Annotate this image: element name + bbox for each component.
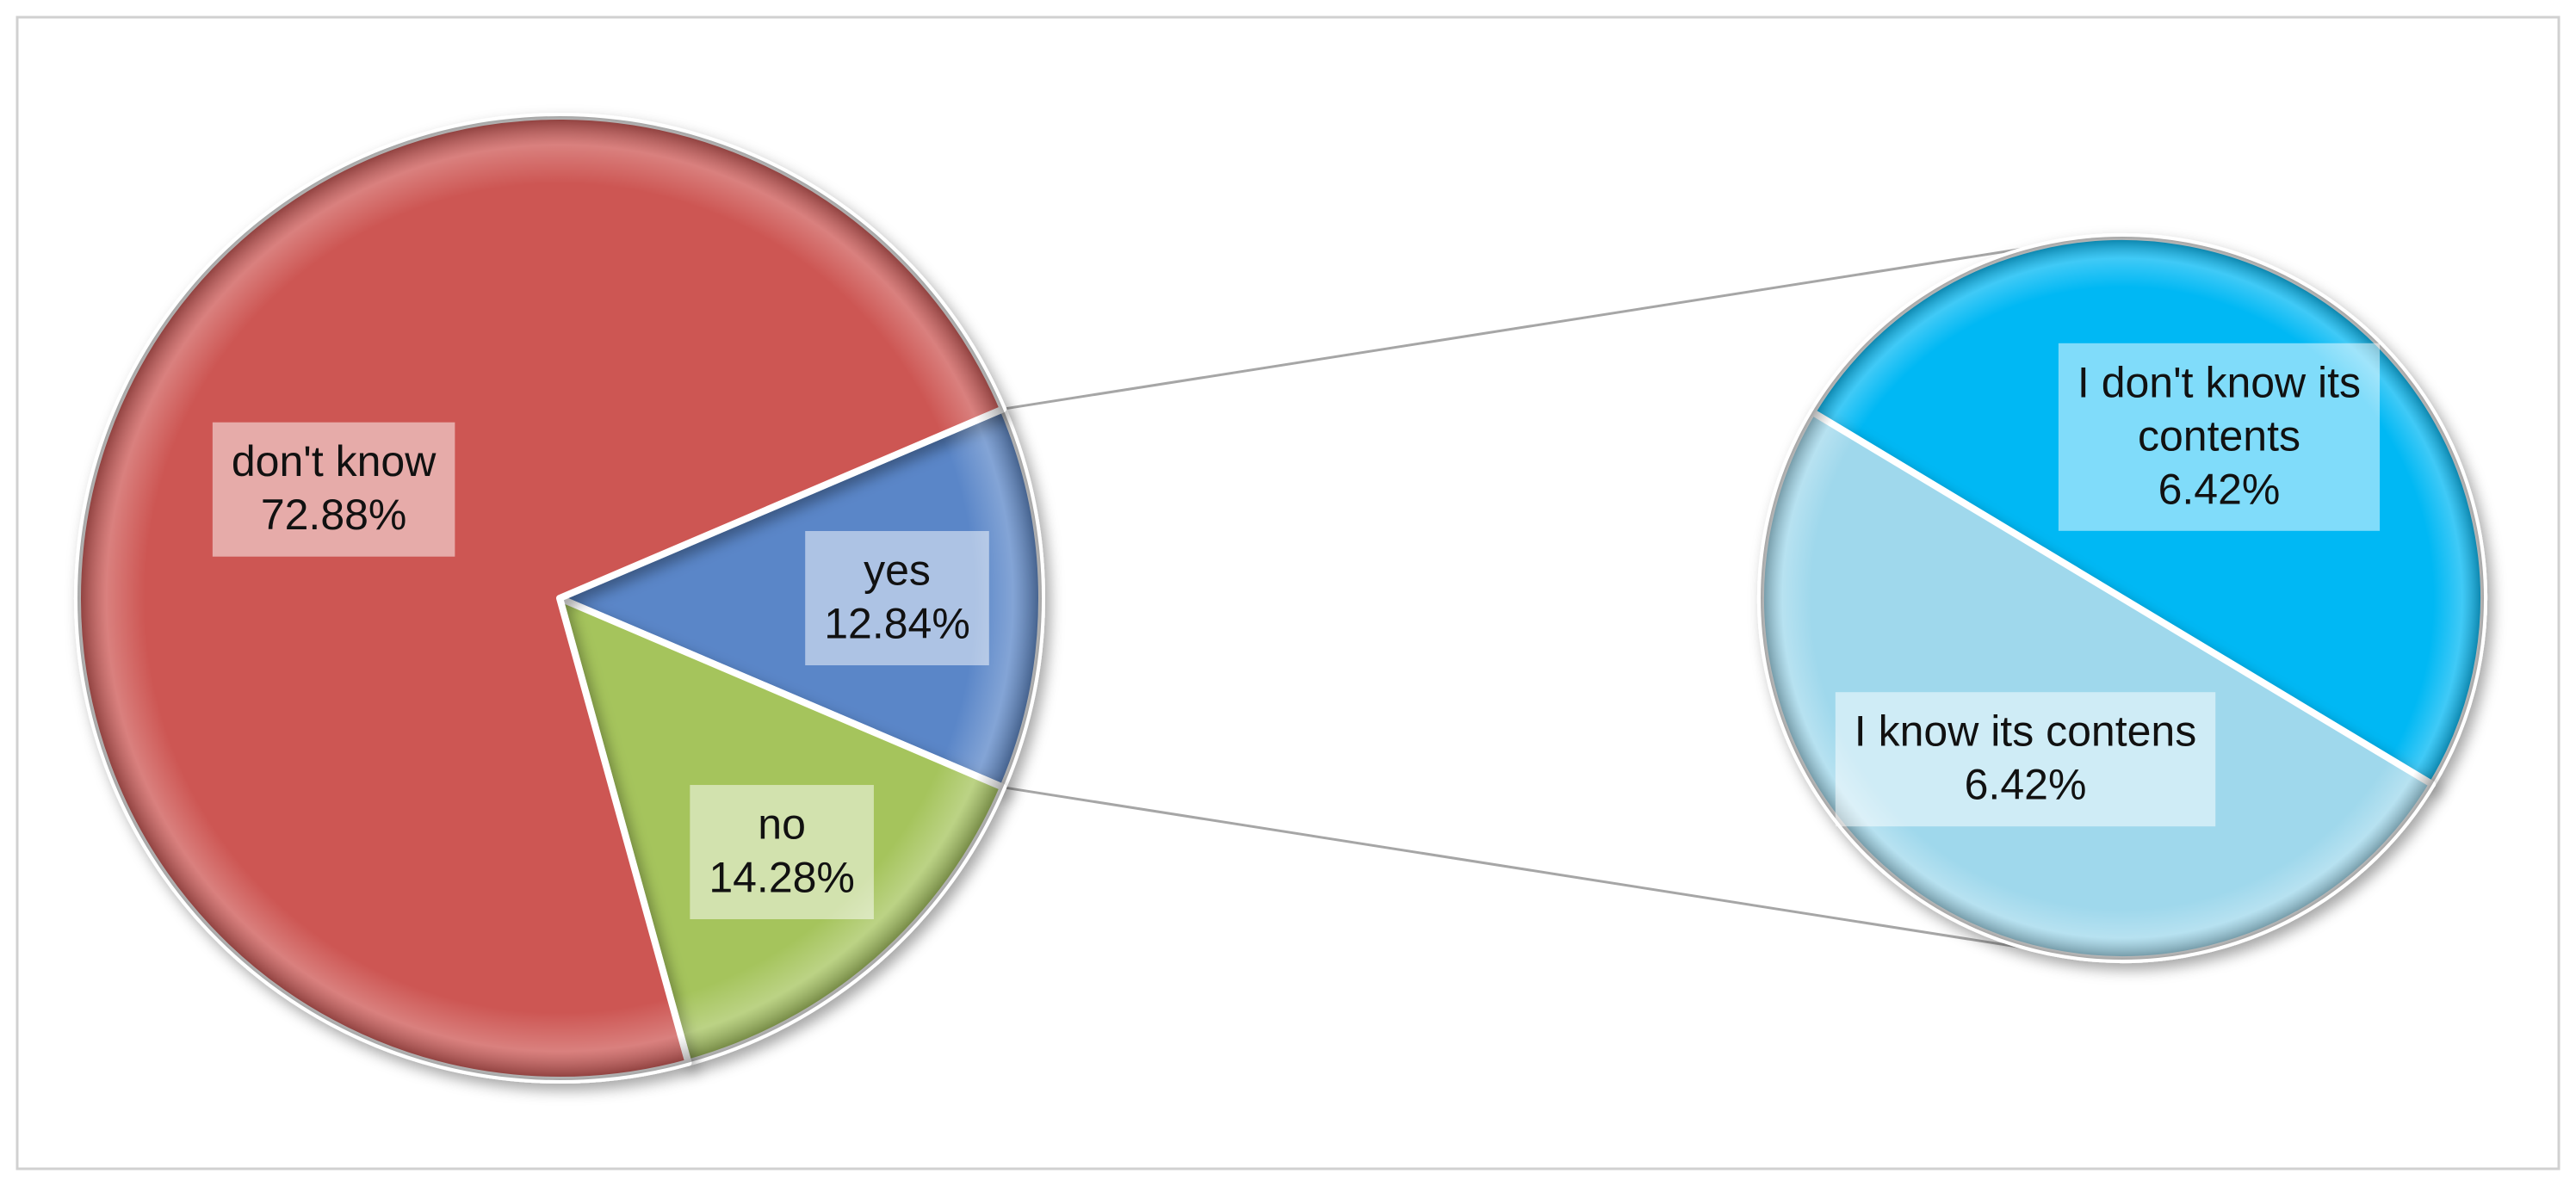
label-i-don-t-know-its-contents: I don't know its contents 6.42% [2058, 343, 2381, 531]
label-i-don-t-know-its-contents-background [2058, 343, 2381, 531]
label-don-t-know-value: 72.88% [261, 491, 407, 539]
label-i-don-t-know-its-contents-name-line-1: I don't know its [2078, 358, 2361, 406]
label-no: no 14.28% [690, 785, 874, 920]
label-i-know-its-contens-background [1835, 692, 2216, 827]
label-i-don-t-know-its-contents-name-line-2: contents [2138, 411, 2300, 460]
label-i-don-t-know-its-contents-value: 6.42% [2158, 465, 2281, 513]
data-labels: yes 12.84% no 14.28% don't know 72.88% I don't… [212, 343, 2381, 920]
label-no-name: no [758, 800, 806, 849]
label-don-t-know-name: don't know [232, 437, 437, 485]
label-i-know-its-contens: I know its contens 6.42% [1835, 692, 2216, 827]
label-i-know-its-contens-value: 6.42% [1965, 761, 2087, 809]
label-don-t-know: don't know 72.88% [212, 422, 455, 557]
label-yes-name: yes [864, 547, 931, 595]
label-yes-value: 12.84% [824, 600, 970, 648]
label-yes: yes 12.84% [805, 531, 989, 665]
label-yes-background [805, 531, 989, 665]
label-no-value: 14.28% [709, 854, 855, 902]
label-don-t-know-background [212, 422, 455, 557]
label-no-background [690, 785, 874, 920]
label-i-know-its-contens-name-line-1: I know its contens [1855, 707, 2196, 756]
